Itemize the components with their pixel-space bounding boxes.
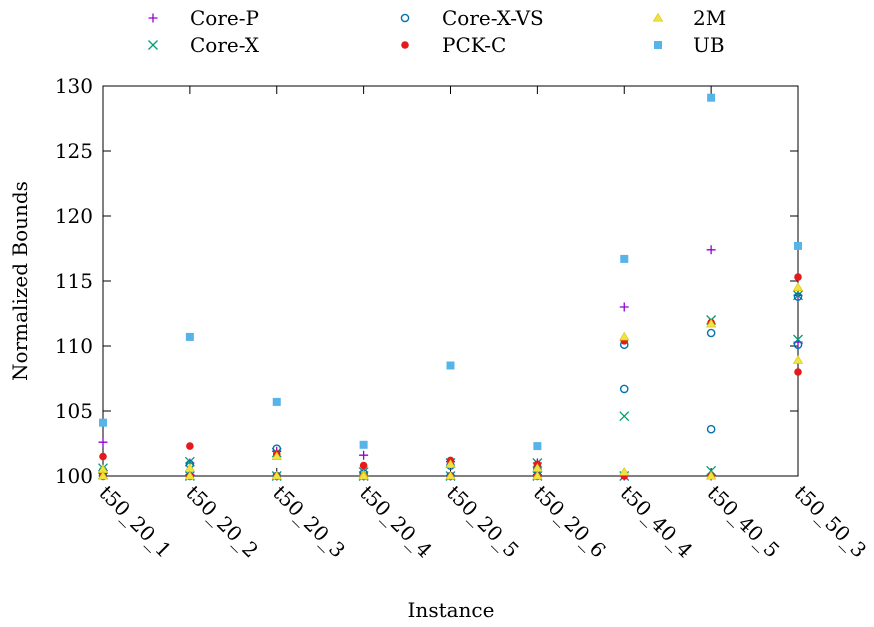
data-point — [271, 451, 282, 460]
data-point — [272, 397, 281, 406]
legend-marker — [401, 41, 409, 49]
data-point — [99, 418, 107, 427]
data-point — [97, 470, 109, 480]
legend-label: Core-P — [190, 6, 259, 30]
x-axis-title: Instance — [408, 598, 495, 622]
data-point — [619, 467, 630, 476]
y-axis: 100 105 110 115 120 125 130 — [55, 74, 798, 488]
y-tick-label: 100 — [55, 464, 93, 488]
y-tick-label: 125 — [55, 139, 93, 163]
data-point — [445, 459, 456, 468]
data-point — [98, 437, 108, 447]
data-point — [359, 461, 368, 470]
data-point — [619, 384, 629, 394]
data-point — [619, 411, 630, 422]
series-core-x — [98, 290, 803, 481]
data-point — [706, 328, 716, 338]
data-point — [706, 424, 716, 434]
x-axis: t50_20_1 t50_20_2 t50_20_3 t50_20_4 t50_20_5… — [94, 86, 871, 562]
series-ub — [99, 93, 802, 451]
plot-frame — [102, 85, 799, 477]
y-tick-label: 105 — [55, 399, 93, 423]
y-tick-label: 110 — [55, 334, 93, 358]
data-point — [705, 470, 717, 480]
data-point — [793, 292, 803, 301]
x-tick-label: t50_20_5 — [442, 481, 524, 563]
data-point — [359, 440, 368, 449]
x-tick-label: t50_20_3 — [268, 481, 350, 563]
series-2m — [97, 282, 804, 480]
x-tick-label: t50_50_3 — [789, 481, 871, 563]
data-point — [99, 452, 107, 461]
y-tick-label: 115 — [55, 269, 93, 293]
data-point — [706, 245, 716, 255]
data-point — [794, 241, 802, 250]
legend-label: PCK-C — [442, 33, 506, 57]
series-pck-c — [99, 273, 802, 480]
data-point — [707, 93, 716, 102]
x-tick-label: t50_40_4 — [616, 481, 698, 563]
data-point — [792, 282, 804, 291]
legend-label: Core-X-VS — [442, 6, 544, 30]
legend-label: UB — [693, 33, 725, 57]
legend-label: 2M — [693, 6, 726, 30]
data-point — [358, 470, 369, 480]
series-core-x-vs — [98, 292, 803, 481]
data-point — [619, 331, 630, 341]
legend-marker — [652, 12, 664, 22]
data-point — [533, 442, 542, 451]
data-point — [186, 442, 194, 450]
legend-marker — [654, 41, 662, 49]
data-point — [532, 470, 543, 480]
x-tick-label: t50_20_2 — [181, 481, 263, 563]
data-point — [705, 318, 717, 328]
legend: Core-P Core-X Core-X-VS PCK-C 2M UB — [148, 6, 726, 57]
legend-marker — [148, 40, 158, 50]
x-tick-label: t50_20_4 — [355, 481, 437, 563]
data-point — [185, 332, 194, 341]
data-point — [359, 450, 369, 460]
legend-marker — [400, 13, 410, 23]
x-tick-label: t50_20_6 — [529, 481, 611, 563]
data-points — [97, 93, 804, 481]
data-point — [793, 340, 803, 350]
legend-label: Core-X — [190, 33, 260, 57]
data-point — [184, 470, 196, 480]
data-point — [619, 302, 629, 312]
legend-marker — [148, 13, 158, 23]
data-point — [620, 254, 629, 263]
y-axis-title: Normalized Bounds — [8, 181, 32, 381]
data-point — [794, 368, 802, 376]
data-point — [792, 355, 804, 364]
x-tick-label: t50_20_1 — [94, 481, 176, 563]
y-tick-label: 130 — [55, 74, 93, 98]
legend-item: 2M — [652, 6, 726, 30]
data-point — [794, 273, 802, 281]
legend-item: PCK-C — [401, 33, 506, 57]
legend-item: Core-X-VS — [400, 6, 544, 30]
data-point — [446, 361, 455, 370]
x-tick-label: t50_40_5 — [703, 481, 785, 563]
data-point — [445, 470, 456, 480]
legend-item: Core-P — [148, 6, 259, 30]
data-point — [271, 470, 282, 480]
legend-item: Core-X — [148, 33, 260, 57]
legend-item: UB — [654, 33, 725, 57]
y-tick-label: 120 — [55, 204, 93, 228]
